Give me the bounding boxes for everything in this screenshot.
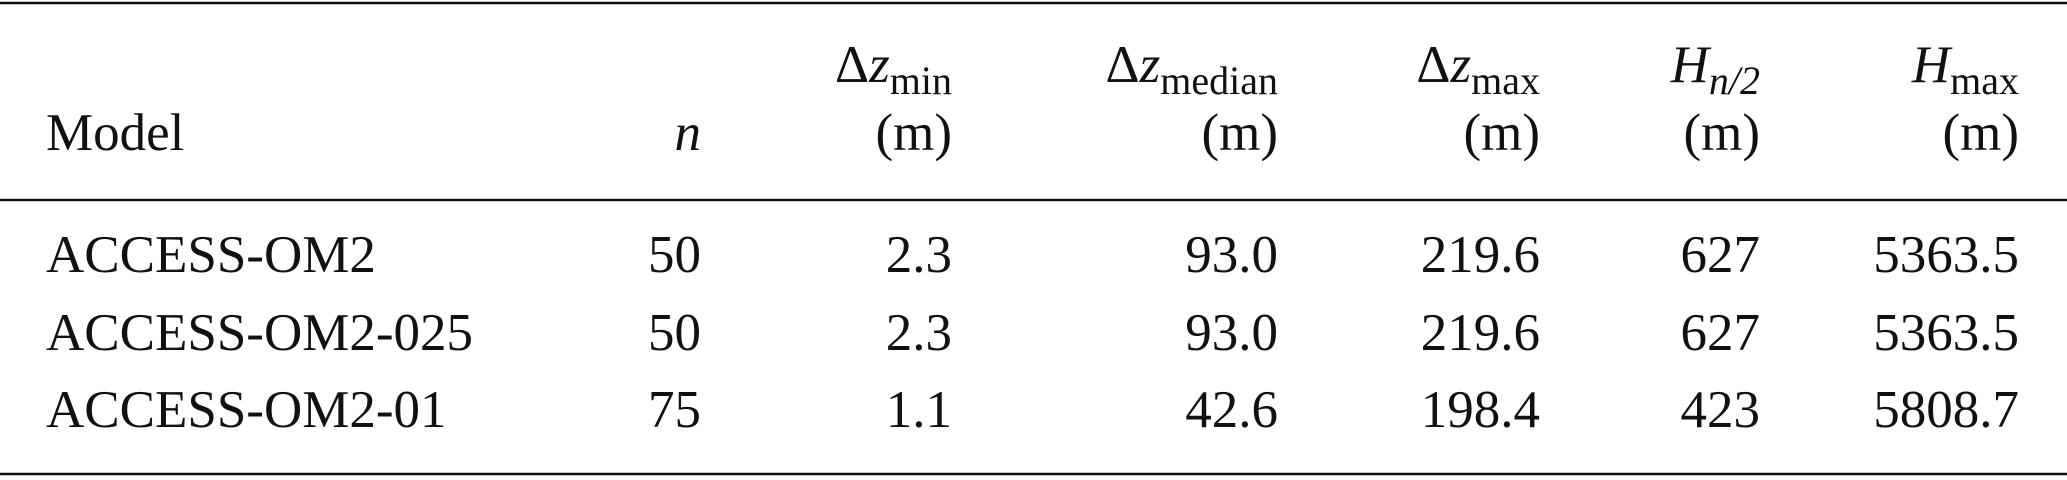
cell-value: 50 — [648, 226, 701, 284]
symbol: H — [1670, 36, 1712, 94]
cell-value: 50 — [648, 304, 701, 362]
symbol-subscript: median — [1160, 58, 1278, 103]
header-symbol: Hn/2 — [1670, 36, 1760, 103]
header-unit: (m) — [1463, 104, 1540, 162]
header-label: Model — [46, 104, 184, 162]
symbol-subscript: max — [1950, 58, 2019, 103]
symbol-prefix: Δ — [1106, 36, 1140, 94]
cell-value: 42.6 — [1185, 381, 1278, 439]
header-unit: (m) — [1683, 104, 1760, 162]
symbol: n — [675, 104, 702, 162]
symbol-prefix: Δ — [1416, 36, 1450, 94]
header-symbol: Δzmax — [1416, 36, 1540, 103]
symbol: z — [1449, 36, 1471, 94]
cell-value: 93.0 — [1185, 304, 1278, 362]
cell-value: 219.6 — [1421, 304, 1540, 362]
cell-value: 219.6 — [1421, 226, 1540, 284]
symbol-subscript: n/2 — [1709, 58, 1760, 103]
cell-value: 627 — [1681, 226, 1761, 284]
model-name: ACCESS-OM2 — [46, 226, 376, 284]
model-name: ACCESS-OM2-01 — [46, 381, 447, 439]
cell-value: 5808.7 — [1873, 381, 2019, 439]
header-symbol: Δzmin — [835, 36, 952, 103]
cell-value: 5363.5 — [1873, 304, 2019, 362]
symbol-subscript: max — [1471, 58, 1540, 103]
cell-value: 198.4 — [1421, 381, 1540, 439]
cell-value: 2.3 — [886, 226, 952, 284]
cell-value: 93.0 — [1185, 226, 1278, 284]
cell-value: 5363.5 — [1873, 226, 2019, 284]
symbol: H — [1911, 36, 1953, 94]
cell-value: 2.3 — [886, 304, 952, 362]
header-symbol: n — [675, 104, 702, 162]
symbol: z — [868, 36, 890, 94]
cell-value: 627 — [1681, 304, 1761, 362]
header-symbol: Hmax — [1911, 36, 2019, 103]
symbol-prefix: Δ — [835, 36, 869, 94]
cell-value: 75 — [648, 381, 701, 439]
header-unit: (m) — [1201, 104, 1278, 162]
cell-value: 1.1 — [886, 381, 952, 439]
symbol-subscript: min — [890, 58, 952, 103]
cell-value: 423 — [1681, 381, 1761, 439]
header-unit: (m) — [1942, 104, 2019, 162]
header-symbol: Δzmedian — [1106, 36, 1278, 103]
model-name: ACCESS-OM2-025 — [46, 304, 473, 362]
symbol: z — [1139, 36, 1161, 94]
header-unit: (m) — [875, 104, 952, 162]
